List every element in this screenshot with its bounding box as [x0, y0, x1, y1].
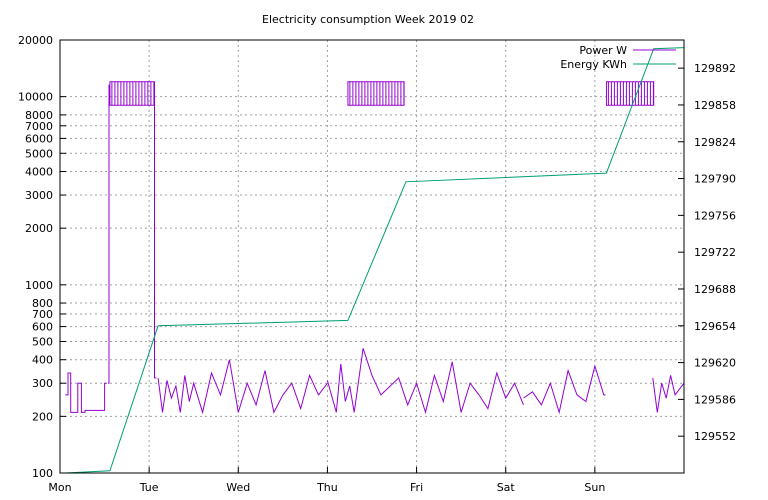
- y-tick-label-right: 129552: [694, 430, 736, 443]
- plot-frame: [59, 39, 685, 474]
- x-tick-label: Sat: [497, 481, 516, 494]
- power-line-segment: [523, 364, 606, 415]
- power-line-segment: [157, 359, 328, 415]
- x-tick-label: Fri: [410, 481, 423, 494]
- y-tick-label-left: 300: [32, 377, 53, 390]
- y-tick-label-left: 600: [32, 321, 53, 334]
- y-tick-label-right: 129654: [694, 320, 736, 333]
- x-tick-label: Wed: [226, 481, 250, 494]
- power-plateau: [109, 81, 155, 106]
- y-tick-label-left: 500: [32, 335, 53, 348]
- y-tick-label-left: 200: [32, 410, 53, 423]
- x-tick-label: Mon: [48, 481, 71, 494]
- legend-label-energy: Energy KWh: [560, 58, 627, 71]
- x-tick-label: Thu: [316, 481, 338, 494]
- y-tick-label-left: 20000: [18, 34, 53, 47]
- energy-line: [65, 47, 685, 474]
- y-tick-label-right: 129824: [694, 136, 736, 149]
- y-tick-label-left: 7000: [25, 120, 53, 133]
- y-tick-label-left: 6000: [25, 132, 53, 145]
- power-line-segment: [65, 372, 107, 413]
- y-tick-label-left: 8000: [25, 109, 53, 122]
- power-plateau: [605, 81, 655, 106]
- y-tick-label-right: 129586: [694, 393, 736, 406]
- y-tick-label-left: 2000: [25, 222, 53, 235]
- y-tick-label-right: 129892: [694, 62, 736, 75]
- grid: [60, 40, 684, 473]
- x-tick-label: Tue: [139, 481, 159, 494]
- y-tick-label-left: 3000: [25, 189, 53, 202]
- y-tick-label-left: 1000: [25, 279, 53, 292]
- y-tick-label-right: 129858: [694, 99, 736, 112]
- power-line-segment: [652, 375, 685, 413]
- y-tick-label-right: 129688: [694, 283, 736, 296]
- legend-label-power: Power W: [579, 44, 627, 57]
- chart-title: Electricity consumption Week 2019 02: [262, 13, 474, 26]
- y-tick-label-right: 129620: [694, 357, 736, 370]
- x-axis: Mon Tue Wed Thu Fri Sat Sun: [48, 467, 605, 494]
- series-layer: [65, 47, 685, 474]
- power-line-segment: [326, 348, 524, 415]
- y-tick-label-left: 100: [32, 467, 53, 480]
- y-tick-label-left: 10000: [18, 91, 53, 104]
- x-tick-label: Sun: [584, 481, 605, 494]
- right-axis: 129552 129586 129620 129654 129688 129722 1297…: [678, 62, 736, 443]
- y-tick-label-right: 129722: [694, 246, 736, 259]
- y-tick-label-left: 4000: [25, 166, 53, 179]
- y-tick-label-left: 800: [32, 297, 53, 310]
- power-line-segment: [108, 84, 110, 384]
- y-tick-label-right: 129756: [694, 209, 736, 222]
- y-tick-label-left: 400: [32, 354, 53, 367]
- legend: Power W Energy KWh: [560, 44, 676, 71]
- y-tick-label-right: 129790: [694, 173, 736, 186]
- y-tick-label-left: 5000: [25, 147, 53, 160]
- y-tick-label-left: 700: [32, 308, 53, 321]
